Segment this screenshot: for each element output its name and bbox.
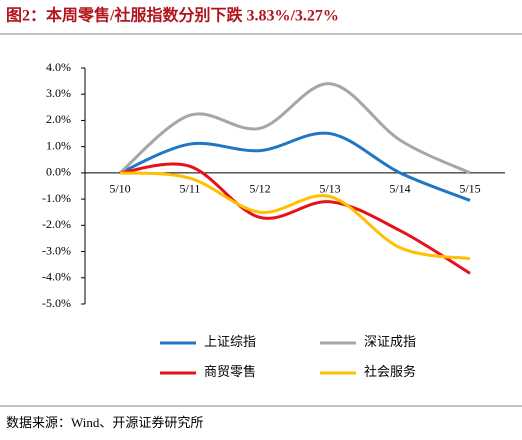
series-line <box>119 171 471 261</box>
legend-label: 社会服务 <box>364 364 416 379</box>
x-tick-label: 5/15 <box>459 182 480 196</box>
y-tick-label: -2.0% <box>42 217 71 231</box>
y-tick-label: -4.0% <box>42 270 71 284</box>
source: 数据来源：Wind、开源证券研究所 <box>6 415 203 430</box>
y-tick-label: -5.0% <box>42 296 71 310</box>
y-tick-label: -1.0% <box>42 191 71 205</box>
x-tick-label: 5/13 <box>319 182 340 196</box>
y-tick-label: 4.0% <box>46 60 71 74</box>
legend-label: 上证综指 <box>204 334 256 349</box>
y-tick-label: -3.0% <box>42 243 71 257</box>
x-tick-label: 5/12 <box>249 182 270 196</box>
x-tick-label: 5/14 <box>389 182 410 196</box>
x-tick-label: 5/10 <box>109 182 130 196</box>
y-tick-label: 2.0% <box>46 112 71 126</box>
y-tick-label: 1.0% <box>46 138 71 152</box>
series-line <box>119 162 471 275</box>
x-tick-label: 5/11 <box>180 182 201 196</box>
series-line <box>119 82 471 175</box>
legend-label: 深证成指 <box>364 334 416 349</box>
legend-label: 商贸零售 <box>204 364 256 379</box>
series-line <box>119 131 471 202</box>
chart-title: 图2：本周零售/社服指数分别下跌 3.83%/3.27% <box>6 6 339 25</box>
y-tick-label: 3.0% <box>46 86 71 100</box>
y-tick-label: 0.0% <box>46 165 71 179</box>
